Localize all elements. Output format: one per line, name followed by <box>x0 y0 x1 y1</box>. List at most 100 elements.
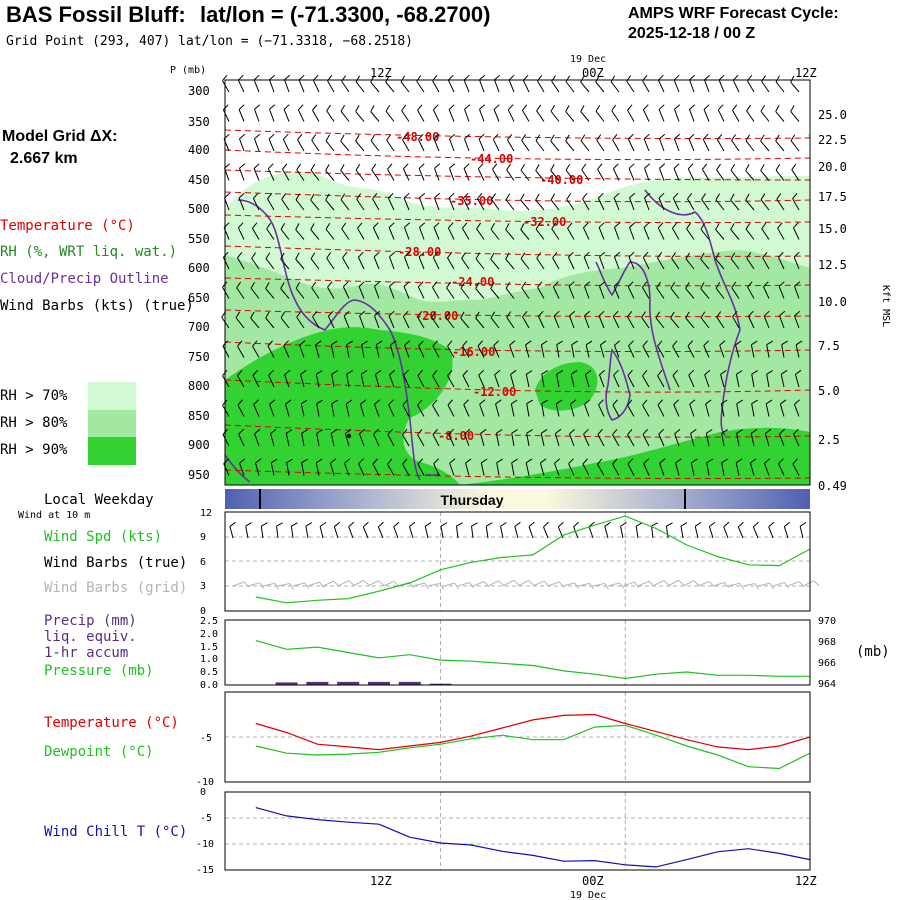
wind-barb-flag <box>402 133 408 141</box>
wind-barb <box>462 375 470 388</box>
barb-true <box>635 526 639 539</box>
wind-barb <box>432 109 440 122</box>
wind-barb <box>598 227 605 240</box>
wind-barb <box>745 170 755 181</box>
wind-barb-flag <box>670 282 676 289</box>
wind-barb-flag <box>250 282 256 289</box>
wind-barb <box>657 345 665 358</box>
wind-barb-flag <box>644 163 651 169</box>
wind-barb <box>433 463 440 476</box>
wind-barb <box>385 110 395 122</box>
weekday-name: Thursday <box>440 492 503 508</box>
wind-barb <box>310 258 320 270</box>
wind-barb-flag <box>342 251 348 259</box>
wind-barb <box>370 111 380 122</box>
wind-barb-flag <box>447 252 453 259</box>
wind-barb <box>326 257 335 270</box>
wind-barb <box>657 227 665 240</box>
wind-barb-flag <box>658 428 665 435</box>
wind-barb-flag <box>360 399 367 405</box>
wind-barb <box>535 170 545 181</box>
barb-grid-flag <box>769 582 775 590</box>
wind-barb-flag <box>689 104 696 110</box>
wind-barb <box>490 228 500 240</box>
wind-barb <box>675 462 680 476</box>
wind-barb-flag <box>432 399 438 406</box>
wind-barb <box>656 257 665 270</box>
wind-barb <box>432 404 440 417</box>
wind-barb <box>373 433 380 447</box>
wind-barb <box>296 169 305 181</box>
barb-true <box>393 526 399 539</box>
wind-barb-flag <box>356 193 362 200</box>
wind-barb <box>374 404 380 417</box>
wind-barb <box>295 229 305 240</box>
wind-barb-flag <box>628 163 635 169</box>
p-600: 600 <box>188 261 210 275</box>
wind-barb-flag <box>717 134 723 141</box>
wind-barb <box>732 80 740 93</box>
wind-barb-flag <box>706 458 713 464</box>
barb-true <box>333 526 339 539</box>
wind-barb <box>736 433 740 447</box>
wind-barb <box>490 317 500 329</box>
wind-barb <box>750 433 755 447</box>
wind-barb-flag <box>551 222 557 230</box>
wind-barb <box>493 109 500 122</box>
wind-barb <box>222 109 230 122</box>
wind-barb <box>340 110 350 122</box>
wind-barb <box>730 258 740 270</box>
wind-barb <box>790 140 800 152</box>
wind-barb-flag <box>286 458 293 464</box>
wind-barb <box>235 317 245 329</box>
precip-tick-2-5: 2.5 <box>200 616 218 627</box>
wind-barb <box>701 199 710 211</box>
wind-barb <box>345 403 350 417</box>
wind-barb-flag <box>507 104 514 111</box>
wind-barb <box>721 462 725 476</box>
wind-barb-flag <box>584 281 591 287</box>
wind-barb <box>375 344 380 358</box>
barb-true-flag <box>514 521 521 527</box>
wind-barb-flag <box>269 399 276 405</box>
wind-barb <box>569 403 575 417</box>
wind-barb-flag <box>417 458 423 465</box>
wind-barb-flag <box>418 251 425 258</box>
wind-barb-flag <box>614 340 621 346</box>
wind-barb-flag <box>775 134 780 142</box>
barb-grid-flag <box>289 583 294 590</box>
wind-barb <box>359 433 365 447</box>
wind-barb-flag <box>520 193 525 201</box>
barb-true-flag <box>709 521 716 527</box>
wind-barb <box>267 168 275 181</box>
wind-barb <box>507 139 515 152</box>
wind-barb <box>642 404 650 417</box>
wind-barb <box>222 434 230 447</box>
wind-barb <box>705 403 710 417</box>
barb-true <box>604 526 609 539</box>
wind-barb-flag <box>565 75 571 83</box>
wind-tick-6: 6 <box>200 557 206 568</box>
barb-true <box>514 526 519 539</box>
wind-barb <box>567 257 575 270</box>
wind-barb-flag <box>463 74 470 81</box>
wind-barb <box>315 462 320 476</box>
wind-barb-flag <box>760 105 766 112</box>
wind-barb-flag <box>265 282 270 289</box>
legend-swatch-rh80 <box>88 410 136 437</box>
wind-barb <box>526 403 530 417</box>
wind-barb <box>268 138 275 152</box>
wind-barb <box>508 79 515 93</box>
wind-barb-flag <box>672 222 678 229</box>
wind-barb-flag <box>550 193 556 200</box>
wind-barb <box>760 140 770 152</box>
wind-barb-flag <box>341 222 347 230</box>
wind-barb-flag <box>612 133 618 141</box>
wind-barb-flag <box>597 428 603 435</box>
wind-barb <box>330 433 335 447</box>
barb-true-flag <box>440 522 448 527</box>
wind-barb <box>792 463 800 476</box>
wind-barb-flag <box>419 222 426 228</box>
wind-barb <box>250 317 260 329</box>
wind-barb <box>449 463 455 476</box>
